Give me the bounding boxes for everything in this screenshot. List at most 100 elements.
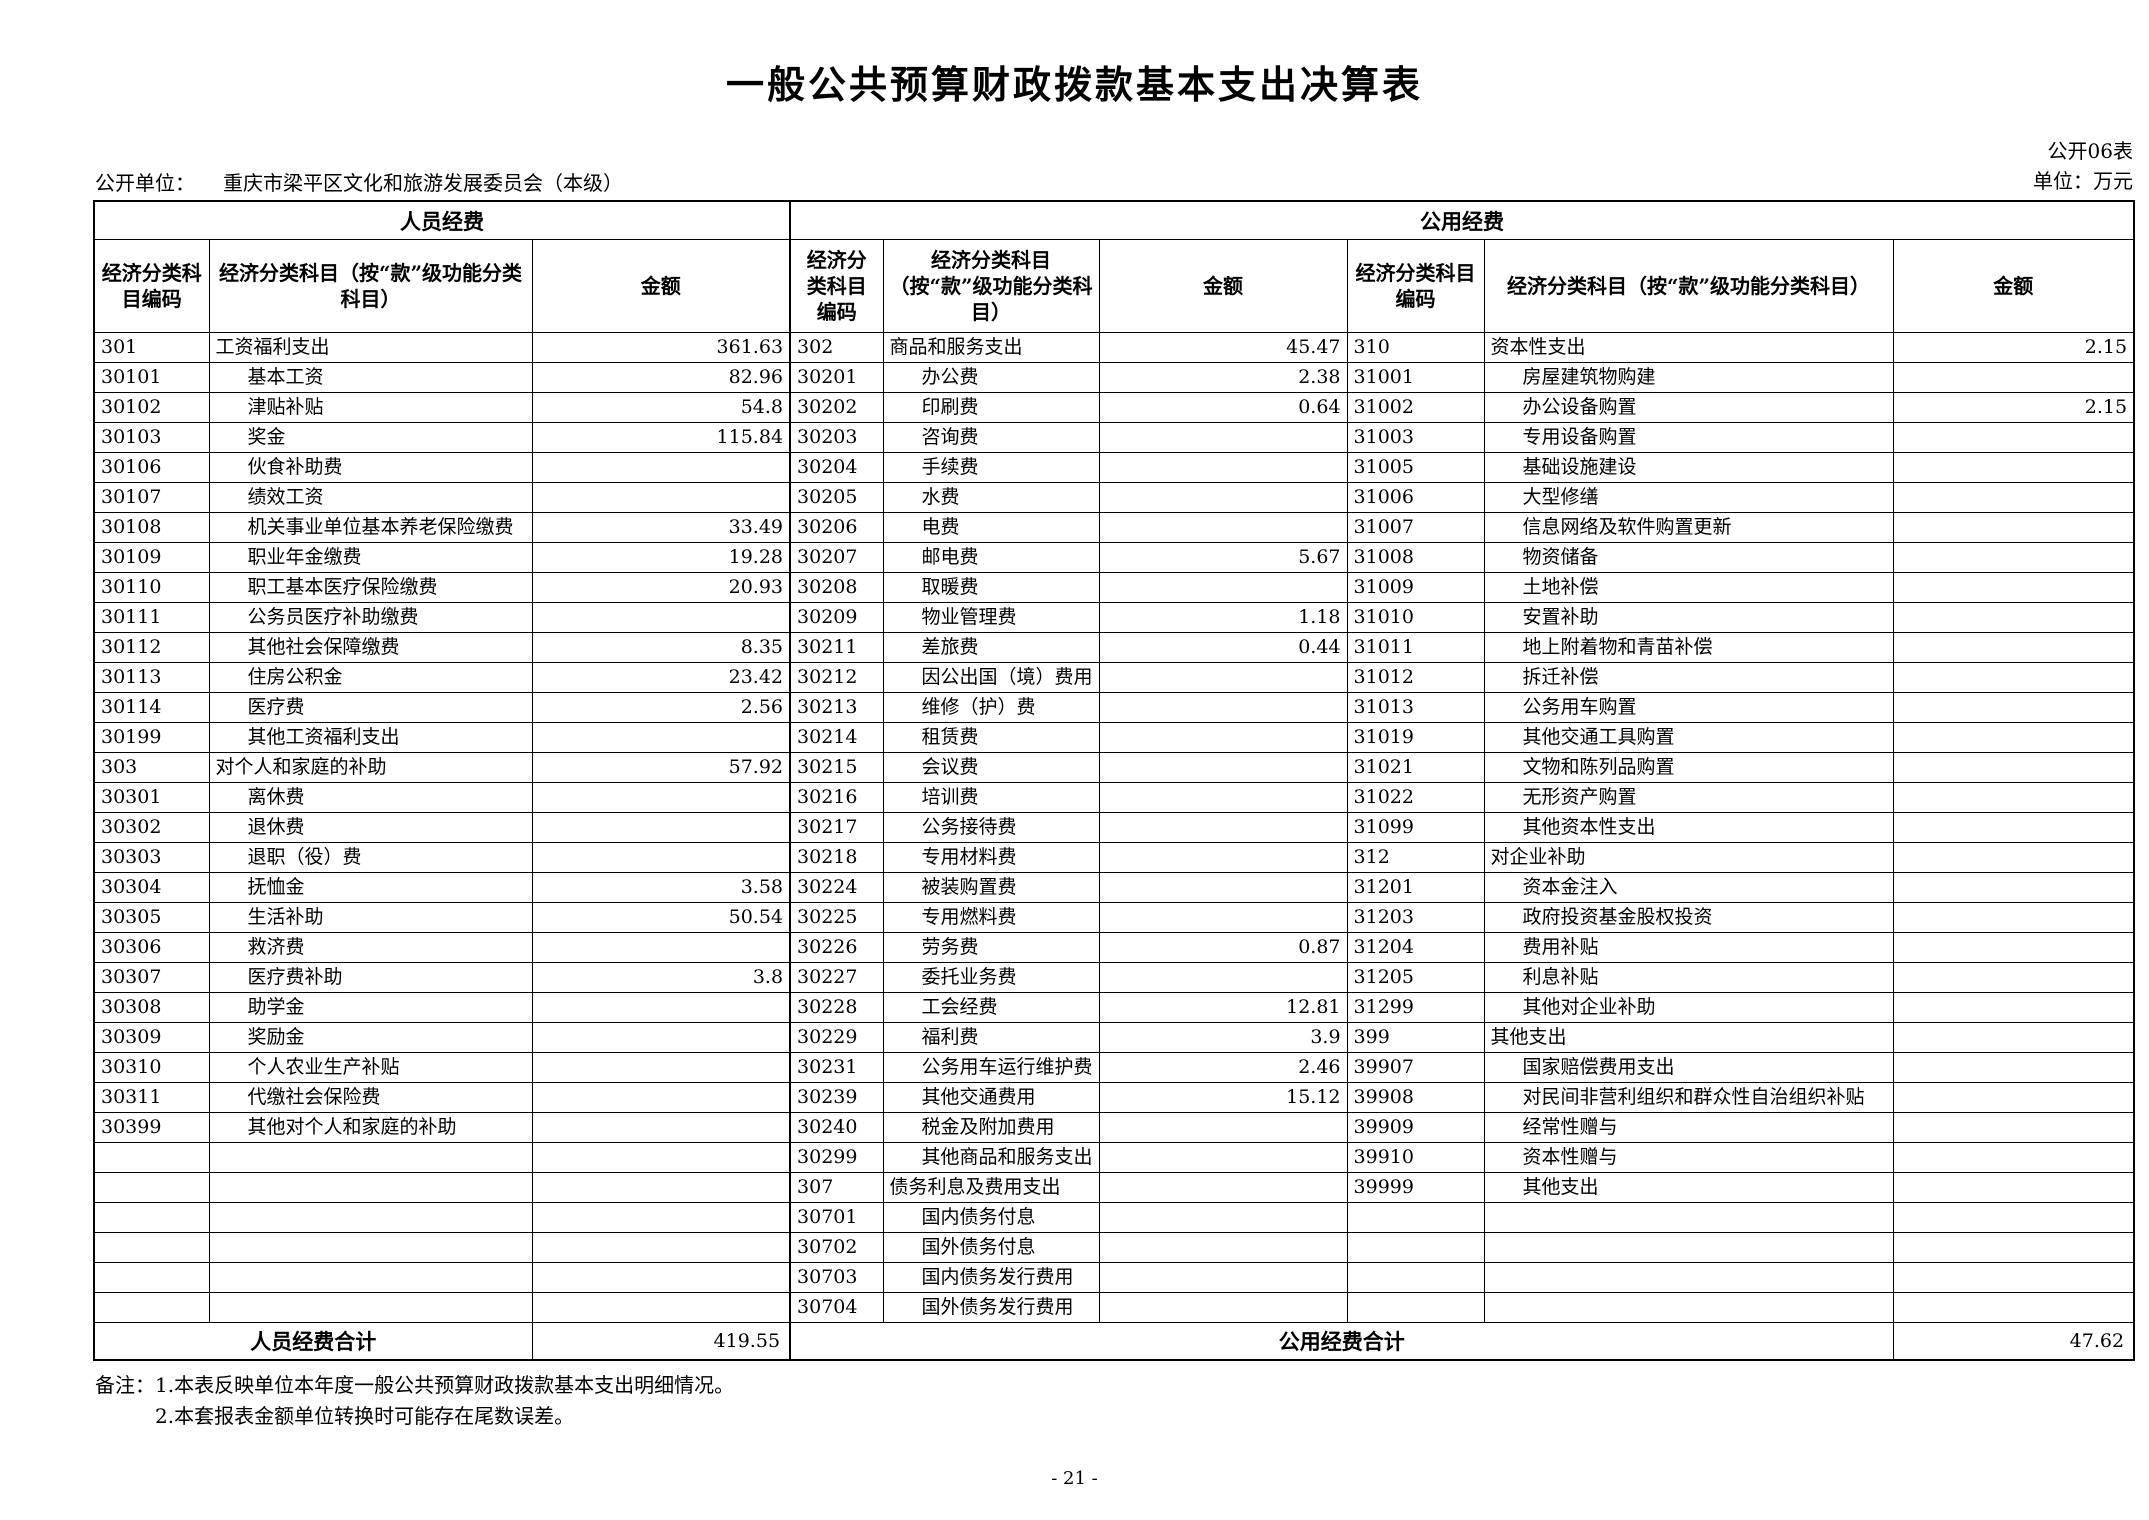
code-cell: 30218 (789, 842, 884, 873)
amount-cell: 54.8 (531, 392, 791, 423)
amount-cell: 2.46 (1098, 1052, 1348, 1083)
subject-cell: 水费 (882, 482, 1100, 513)
code-cell: 31009 (1346, 572, 1485, 603)
amount-cell (531, 1292, 791, 1323)
code-cell (93, 1202, 210, 1233)
column-header-row: 经济分类科目编码 经济分类科目（按“款”级功能分类科目） 金额 经济分类科目编码… (93, 239, 2135, 333)
table-row: 30106 伙食补助费 30204 手续费 31005 基础设施建设 (93, 452, 2135, 483)
code-cell: 312 (1346, 842, 1485, 873)
table-row: 30111 公务员医疗补助缴费 30209 物业管理费 1.18 31010 安置补助 (93, 602, 2135, 633)
col-header-subject-3: 经济分类科目（按“款”级功能分类科目） (1483, 239, 1894, 333)
amount-cell: 19.28 (531, 542, 791, 573)
code-cell (93, 1172, 210, 1203)
code-cell: 31022 (1346, 782, 1485, 813)
table-row: 30310 个人农业生产补贴 30231 公务用车运行维护费 2.46 39907 国家赔偿… (93, 1052, 2135, 1083)
subject-cell: 债务利息及费用支出 (882, 1172, 1100, 1203)
subject-cell: 手续费 (882, 452, 1100, 483)
form-code: 公开06表 (2047, 139, 2133, 163)
amount-cell: 8.35 (531, 632, 791, 663)
subject-cell: 公务用车运行维护费 (882, 1052, 1100, 1083)
code-cell: 30299 (789, 1142, 884, 1173)
amount-cell (531, 1052, 791, 1083)
subject-cell: 维修（护）费 (882, 692, 1100, 723)
code-cell: 31002 (1346, 392, 1485, 423)
subject-cell: 电费 (882, 512, 1100, 543)
table-row: 30109 职业年金缴费 19.28 30207 邮电费 5.67 31008 物资储备 (93, 542, 2135, 573)
subject-cell: 对个人和家庭的补助 (208, 752, 533, 783)
amount-cell (531, 1202, 791, 1233)
amount-cell (1098, 1232, 1348, 1263)
page-title: 一般公共预算财政拨款基本支出决算表 (725, 63, 1423, 107)
table-row: 30306 救济费 30226 劳务费 0.87 31204 费用补贴 (93, 932, 2135, 963)
code-cell: 39910 (1346, 1142, 1485, 1173)
amount-cell (1892, 752, 2135, 783)
code-cell: 30205 (789, 482, 884, 513)
table-row: 301 工资福利支出 361.63 302 商品和服务支出 45.47 310 资本性支出 2.… (93, 332, 2135, 363)
code-cell: 30207 (789, 542, 884, 573)
subject-cell: 土地补偿 (1483, 572, 1894, 603)
code-cell: 30702 (789, 1232, 884, 1263)
subject-cell: 培训费 (882, 782, 1100, 813)
amount-cell: 0.44 (1098, 632, 1348, 663)
amount-cell (1892, 932, 2135, 963)
code-cell: 30106 (93, 452, 210, 483)
col-header-subject-1: 经济分类科目（按“款”级功能分类科目） (208, 239, 533, 333)
amount-cell (1892, 1022, 2135, 1053)
subject-cell: 商品和服务支出 (882, 332, 1100, 363)
amount-cell (1098, 1172, 1348, 1203)
table-row: 30399 其他对个人和家庭的补助 30240 税金及附加费用 39909 经常性赠与 (93, 1112, 2135, 1143)
subject-cell: 其他交通费用 (882, 1082, 1100, 1113)
subject-cell: 公务员医疗补助缴费 (208, 602, 533, 633)
amount-cell (1892, 1082, 2135, 1113)
subject-cell: 国内债务发行费用 (882, 1262, 1100, 1293)
subject-cell: 拆迁补偿 (1483, 662, 1894, 693)
code-cell: 39907 (1346, 1052, 1485, 1083)
subject-cell: 费用补贴 (1483, 932, 1894, 963)
subject-cell: 资本性赠与 (1483, 1142, 1894, 1173)
subject-cell: 印刷费 (882, 392, 1100, 423)
subject-cell: 税金及附加费用 (882, 1112, 1100, 1143)
amount-cell: 50.54 (531, 902, 791, 933)
public-total-amount: 47.62 (1892, 1322, 2135, 1361)
amount-cell (1098, 1202, 1348, 1233)
code-cell: 30305 (93, 902, 210, 933)
code-cell: 303 (93, 752, 210, 783)
table-row: 30110 职工基本医疗保险缴费 20.93 30208 取暖费 31009 土地补偿 (93, 572, 2135, 603)
subject-cell: 机关事业单位基本养老保险缴费 (208, 512, 533, 543)
amount-cell (531, 1262, 791, 1293)
code-cell: 30111 (93, 602, 210, 633)
subject-cell: 房屋建筑物购建 (1483, 362, 1894, 393)
subject-cell: 职工基本医疗保险缴费 (208, 572, 533, 603)
code-cell: 30109 (93, 542, 210, 573)
subject-cell: 公务用车购置 (1483, 692, 1894, 723)
code-cell: 30114 (93, 692, 210, 723)
code-cell: 30231 (789, 1052, 884, 1083)
subject-cell: 办公设备购置 (1483, 392, 1894, 423)
subject-cell: 其他支出 (1483, 1172, 1894, 1203)
code-cell: 39908 (1346, 1082, 1485, 1113)
code-cell: 30103 (93, 422, 210, 453)
amount-cell (1098, 1292, 1348, 1323)
amount-cell (1892, 992, 2135, 1023)
amount-cell (531, 992, 791, 1023)
subject-cell: 公务接待费 (882, 812, 1100, 843)
subject-cell: 取暖费 (882, 572, 1100, 603)
amount-cell: 361.63 (531, 332, 791, 363)
amount-cell (531, 1112, 791, 1143)
code-cell: 30211 (789, 632, 884, 663)
subject-cell: 其他对企业补助 (1483, 992, 1894, 1023)
code-cell: 30302 (93, 812, 210, 843)
subject-cell: 救济费 (208, 932, 533, 963)
amount-cell (1098, 782, 1348, 813)
amount-cell (531, 812, 791, 843)
code-cell: 31021 (1346, 752, 1485, 783)
amount-cell (1892, 842, 2135, 873)
amount-cell (1892, 662, 2135, 693)
table-row: 30107 绩效工资 30205 水费 31006 大型修缮 (93, 482, 2135, 513)
subject-cell: 福利费 (882, 1022, 1100, 1053)
amount-cell (531, 842, 791, 873)
amount-cell: 20.93 (531, 572, 791, 603)
subject-cell: 利息补贴 (1483, 962, 1894, 993)
amount-cell: 3.9 (1098, 1022, 1348, 1053)
